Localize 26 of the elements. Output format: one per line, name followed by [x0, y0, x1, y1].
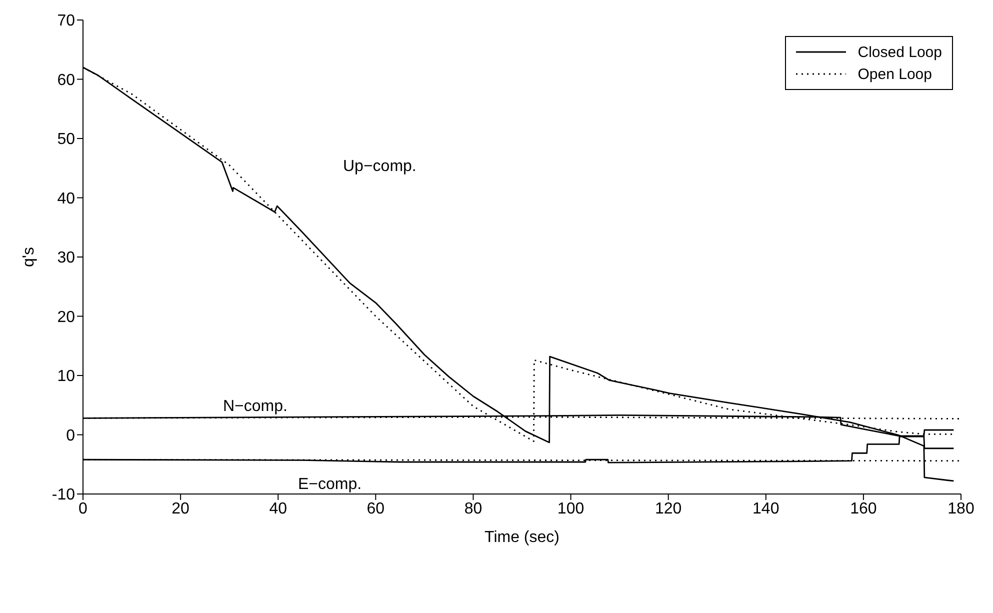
annotation: N−comp. [223, 398, 288, 416]
x-tick-label: 180 [948, 500, 974, 518]
annotation: E−comp. [298, 476, 362, 494]
y-tick-label: 50 [57, 131, 76, 148]
y-tick-label: 40 [57, 190, 76, 208]
y-tick-label: 10 [57, 368, 76, 386]
x-tick-label: 60 [366, 500, 385, 518]
y-tick-label: 20 [57, 308, 76, 326]
y-tick-label: 70 [57, 12, 76, 30]
x-tick-label: 20 [172, 500, 190, 518]
x-tick-label: 100 [557, 500, 584, 518]
x-axis-title: Time (sec) [484, 529, 560, 546]
x-tick-label: 160 [850, 500, 877, 518]
y-tick-label: 0 [66, 427, 76, 444]
y-axis-title: q's [20, 247, 38, 267]
legend-label: Open Loop [858, 66, 932, 82]
legend-label: Closed Loop [858, 44, 942, 60]
x-tick-label: 80 [464, 500, 482, 518]
x-tick-label: 140 [752, 500, 780, 518]
annotation: Up−comp. [343, 158, 416, 176]
y-tick-label: 30 [57, 250, 76, 267]
x-tick-label: 120 [654, 500, 682, 518]
y-tick-label: -10 [52, 486, 76, 504]
y-tick-label: 60 [57, 72, 76, 89]
x-tick-label: 40 [269, 500, 288, 518]
x-tick-label: 0 [78, 500, 88, 518]
